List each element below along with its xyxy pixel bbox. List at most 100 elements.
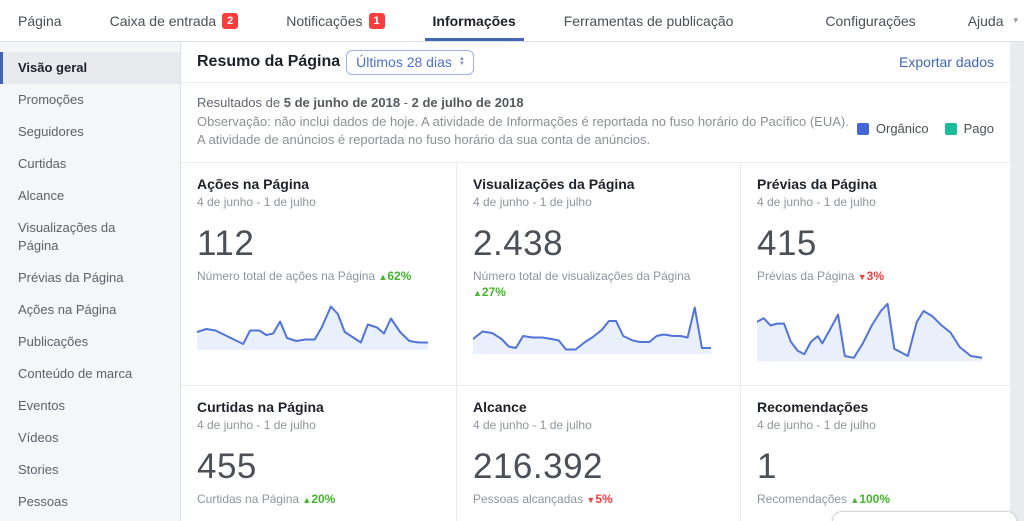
card-title: Curtidas na Página <box>197 399 324 415</box>
card-desc-text: Número total de ações na Página <box>197 269 379 283</box>
notifications-count-badge: 1 <box>368 12 385 29</box>
sidebar-item-stories[interactable]: Stories <box>18 462 59 477</box>
tab-label: Informações <box>432 12 516 29</box>
card-date-range: 4 de junho - 1 de julho <box>757 418 876 432</box>
page-title: Resumo da Página <box>197 53 341 70</box>
legend-item-organico: Orgânico <box>856 121 929 136</box>
card-curtidas-na-pagina[interactable]: Curtidas na Página 4 de junho - 1 de jul… <box>181 385 456 521</box>
trend-value: 62% <box>387 269 412 283</box>
legend-label: Orgânico <box>875 121 929 136</box>
card-title: Visualizações da Página <box>473 176 635 192</box>
card-metric-value: 2.438 <box>473 224 564 263</box>
topbar-right-group: Configurações Ajuda ▾ <box>777 0 1024 41</box>
card-description: Número total de visualizações da Página … <box>473 268 715 301</box>
card-description: Curtidas na Página ▲20% <box>197 491 439 508</box>
trend-arrow-icon: ▲ <box>302 495 312 505</box>
trend-arrow-icon: ▼ <box>586 495 596 505</box>
paid-swatch-icon <box>944 122 957 135</box>
card-previas-da-pagina[interactable]: Prévias da Página 4 de junho - 1 de julh… <box>740 163 1010 385</box>
sidebar-item-previas-da-pagina[interactable]: Prévias da Página <box>18 270 124 285</box>
sidebar-item-promocoes[interactable]: Promoções <box>18 92 84 107</box>
panel-header: Resumo da Página Últimos 28 dias ▲ ▼ Expo… <box>181 42 1010 83</box>
chevron-down-icon: ▾ <box>1013 15 1019 25</box>
legend-item-pago: Pago <box>944 121 994 136</box>
tab-pagina[interactable]: Página <box>14 0 66 41</box>
trend-value: 20% <box>311 492 336 506</box>
tab-label: Ferramentas de publicação <box>563 12 734 29</box>
trend-indicator: ▲27% <box>473 285 506 299</box>
tab-caixa-de-entrada[interactable]: Caixa de entrada 2 <box>106 0 243 41</box>
trend-arrow-icon: ▲ <box>378 272 388 282</box>
sidebar-item-visao-geral[interactable]: Visão geral <box>0 52 180 84</box>
export-data-link[interactable]: Exportar dados <box>899 54 994 70</box>
results-separator: - <box>400 95 412 110</box>
trend-value: 3% <box>866 269 884 283</box>
help-menu[interactable]: Ajuda ▾ <box>964 13 1022 29</box>
card-desc-text: Curtidas na Página <box>197 492 303 506</box>
card-recomendacoes[interactable]: Recomendações 4 de junho - 1 de julho 1 … <box>740 385 1010 521</box>
legend-label: Pago <box>963 121 994 136</box>
card-metric-value: 415 <box>757 224 817 263</box>
settings-label: Configurações <box>825 12 916 29</box>
sidebar-item-conteudo-de-marca[interactable]: Conteúdo de marca <box>18 366 133 381</box>
card-title: Recomendações <box>757 399 869 415</box>
results-date-range: Resultados de 5 de junho de 2018 - 2 de … <box>197 94 857 112</box>
top-navigation: Página Caixa de entrada 2 Notificações 1… <box>0 0 1024 42</box>
timezone-disclaimer: Observação: não inclui dados de hoje. A … <box>197 114 849 147</box>
sidebar-item-pessoas[interactable]: Pessoas <box>18 494 68 509</box>
metric-cards-grid: Ações na Página 4 de junho - 1 de julho … <box>181 163 1010 521</box>
card-acoes-na-pagina[interactable]: Ações na Página 4 de junho - 1 de julho … <box>181 163 456 385</box>
tab-notificacoes[interactable]: Notificações 1 <box>282 0 388 41</box>
sidebar-item-videos[interactable]: Vídeos <box>18 430 59 445</box>
trend-arrow-icon: ▲ <box>473 288 482 298</box>
inbox-count-badge: 2 <box>222 12 239 29</box>
results-start-date: 5 de junho de 2018 <box>283 95 401 110</box>
sidebar-item-publicacoes[interactable]: Publicações <box>18 334 89 349</box>
sidebar-item-acoes-na-pagina[interactable]: Ações na Página <box>18 302 117 317</box>
card-title: Alcance <box>473 399 527 415</box>
tab-label: Caixa de entrada <box>109 12 217 29</box>
help-label: Ajuda <box>967 12 1004 29</box>
card-visualizacoes-da-pagina[interactable]: Visualizações da Página 4 de junho - 1 d… <box>456 163 740 385</box>
card-title: Ações na Página <box>197 176 310 192</box>
card-description: Recomendações ▲100% <box>757 491 994 508</box>
card-desc-text: Número total de visualizações da Página <box>473 269 691 283</box>
trend-arrow-icon: ▼ <box>857 272 867 282</box>
card-date-range: 4 de junho - 1 de julho <box>757 195 876 209</box>
card-metric-value: 216.392 <box>473 447 604 486</box>
card-desc-text: Pessoas alcançadas <box>473 492 587 506</box>
tab-ferramentas-de-publicacao[interactable]: Ferramentas de publicação <box>560 0 738 41</box>
card-alcance[interactable]: Alcance 4 de junho - 1 de julho 216.392 … <box>456 385 740 521</box>
card-metric-value: 455 <box>197 447 257 486</box>
trend-indicator: ▼3% <box>858 269 884 283</box>
results-note-section: Resultados de 5 de junho de 2018 - 2 de … <box>181 83 1010 163</box>
organic-swatch-icon <box>856 122 869 135</box>
trend-value: 5% <box>595 492 613 506</box>
card-date-range: 4 de junho - 1 de julho <box>197 195 316 209</box>
trend-arrow-icon: ▲ <box>850 495 860 505</box>
trend-value: 27% <box>481 285 506 299</box>
tab-informacoes[interactable]: Informações <box>424 0 525 41</box>
card-date-range: 4 de junho - 1 de julho <box>473 195 592 209</box>
sort-arrows-icon: ▲ ▼ <box>458 55 465 67</box>
card-title: Prévias da Página <box>757 176 877 192</box>
sidebar-item-seguidores[interactable]: Seguidores <box>18 124 84 139</box>
sidebar-item-visualizacoes-da-pagina[interactable]: Visualizações da Página <box>18 220 116 253</box>
sidebar-item-alcance[interactable]: Alcance <box>18 188 65 203</box>
sidebar-item-curtidas[interactable]: Curtidas <box>18 156 67 171</box>
tab-label: Página <box>18 12 62 29</box>
trend-indicator: ▲100% <box>850 492 890 506</box>
tooltip-popover-edge <box>832 511 1017 521</box>
date-range-dropdown[interactable]: Últimos 28 dias ▲ ▼ <box>346 49 474 75</box>
trend-indicator: ▲20% <box>302 492 335 506</box>
results-prefix: Resultados de <box>197 95 284 110</box>
settings-link[interactable]: Configurações <box>821 13 919 29</box>
sparkline-chart <box>757 293 983 365</box>
insights-sidebar: Visão geral Promoções Seguidores Curtida… <box>0 42 181 521</box>
tab-label: Notificações <box>286 12 363 29</box>
trend-indicator: ▼5% <box>586 492 612 506</box>
card-desc-text: Prévias da Página <box>757 269 858 283</box>
card-description: Pessoas alcançadas ▼5% <box>473 491 715 508</box>
card-desc-text: Recomendações <box>757 492 851 506</box>
sidebar-item-eventos[interactable]: Eventos <box>18 398 65 413</box>
